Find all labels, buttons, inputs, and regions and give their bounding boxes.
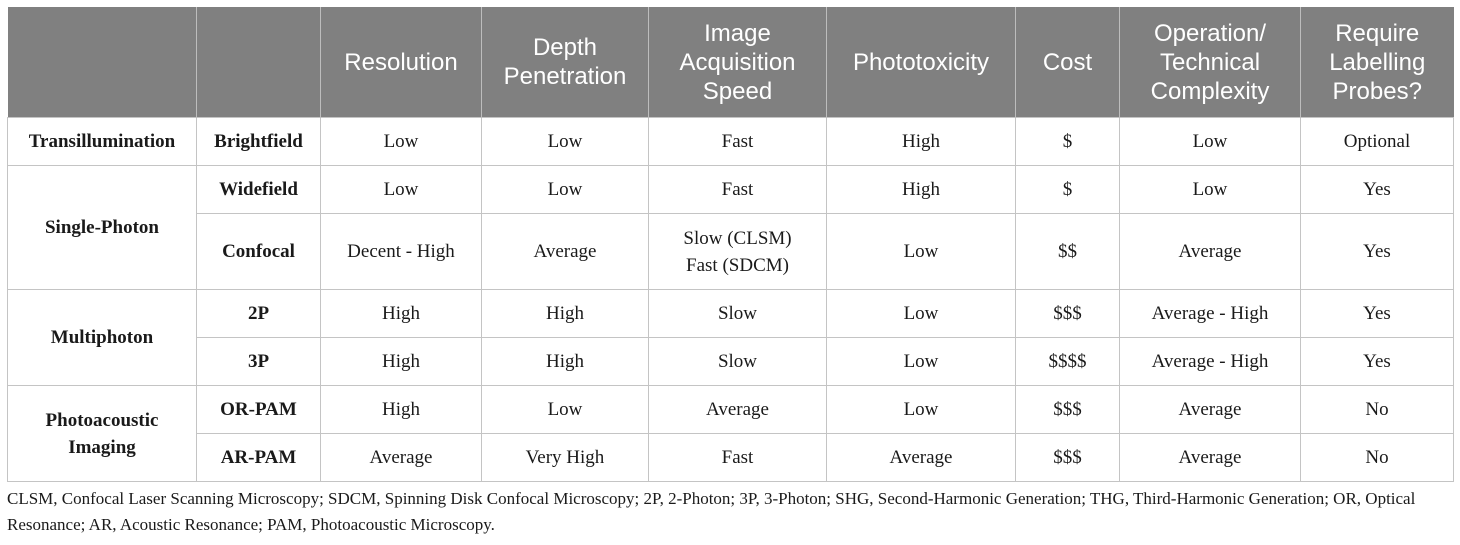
group-label: Transillumination [7,117,197,166]
table-footnote: CLSM, Confocal Laser Scanning Microscopy… [7,489,1416,534]
probes-cell: Yes [1300,337,1454,386]
cost-cell: $$$ [1015,433,1120,482]
technique-label: OR-PAM [196,385,321,434]
header-cell: Require Labelling Probes? [1300,7,1454,118]
speed-cell: Fast [648,165,827,214]
table-row: Confocal Decent - High Average Slow (CLS… [8,213,1454,290]
technique-label: 2P [196,289,321,338]
probes-cell: Yes [1300,289,1454,338]
depth-cell: High [481,289,649,338]
complexity-cell: Average - High [1119,289,1301,338]
resolution-cell: High [320,385,482,434]
cost-cell: $$$ [1015,289,1120,338]
cost-cell: $ [1015,165,1120,214]
header-cell: Resolution [320,7,482,118]
phototoxicity-cell: High [826,165,1016,214]
resolution-cell: Low [320,165,482,214]
cost-cell: $$$ [1015,385,1120,434]
table-row: Multiphoton 2P High High Slow Low $$$ Av… [7,289,1454,386]
table-row: Single-Photon Widefield Low Low Fast Hig… [7,165,1454,290]
phototoxicity-cell: Low [826,213,1016,290]
depth-cell: Low [481,385,649,434]
technique-label: AR-PAM [196,433,321,482]
probes-cell: Optional [1300,117,1454,166]
header-cell [196,7,321,118]
table-row: AR-PAM Average Very High Fast Average $$… [8,433,1454,482]
depth-cell: High [481,337,649,386]
technique-label: Brightfield [196,117,321,166]
technique-label: 3P [196,337,321,386]
header-cell: Image Acquisition Speed [648,7,827,118]
technique-label: Widefield [196,165,321,214]
probes-cell: No [1300,385,1454,434]
probes-cell: Yes [1300,165,1454,214]
cost-cell: $ [1015,117,1120,166]
group-label: Photoacoustic Imaging [7,385,197,482]
resolution-cell: High [320,337,482,386]
group-label: Single-Photon [7,165,197,290]
speed-cell: Fast [648,433,827,482]
cost-cell: $$$$ [1015,337,1120,386]
phototoxicity-cell: Low [826,385,1016,434]
header-row: Resolution Depth Penetration Image Acqui… [7,7,1454,118]
header-cell: Phototoxicity [826,7,1016,118]
phototoxicity-cell: Low [826,289,1016,338]
table-row: Photoacoustic Imaging OR-PAM High Low Av… [7,385,1454,482]
resolution-cell: Average [320,433,482,482]
complexity-cell: Low [1119,117,1301,166]
resolution-cell: Decent - High [320,213,482,290]
resolution-cell: High [320,289,482,338]
technique-label: Confocal [196,213,321,290]
cost-cell: $$ [1015,213,1120,290]
depth-cell: Very High [481,433,649,482]
complexity-cell: Average [1119,433,1301,482]
depth-cell: Low [481,117,649,166]
speed-cell: Average [648,385,827,434]
complexity-cell: Average - High [1119,337,1301,386]
speed-cell: Fast [648,117,827,166]
speed-cell: Slow [648,289,827,338]
phototoxicity-cell: High [826,117,1016,166]
complexity-cell: Average [1119,213,1301,290]
phototoxicity-cell: Low [826,337,1016,386]
speed-cell: Slow (CLSM) Fast (SDCM) [648,213,827,290]
speed-cell: Slow [648,337,827,386]
imaging-comparison-table: Resolution Depth Penetration Image Acqui… [7,7,1454,482]
header-cell: Depth Penetration [481,7,649,118]
group-label: Multiphoton [7,289,197,386]
table-row: 3P High High Slow Low $$$$ Average - Hig… [8,337,1454,386]
table-row: Transillumination Brightfield Low Low Fa… [7,117,1454,166]
phototoxicity-cell: Average [826,433,1016,482]
header-cell: Cost [1015,7,1120,118]
probes-cell: Yes [1300,213,1454,290]
complexity-cell: Low [1119,165,1301,214]
complexity-cell: Average [1119,385,1301,434]
comparison-table-container: Resolution Depth Penetration Image Acqui… [7,7,1454,482]
depth-cell: Average [481,213,649,290]
header-cell [7,7,197,118]
header-cell: Operation/ Technical Complexity [1119,7,1301,118]
probes-cell: No [1300,433,1454,482]
resolution-cell: Low [320,117,482,166]
depth-cell: Low [481,165,649,214]
